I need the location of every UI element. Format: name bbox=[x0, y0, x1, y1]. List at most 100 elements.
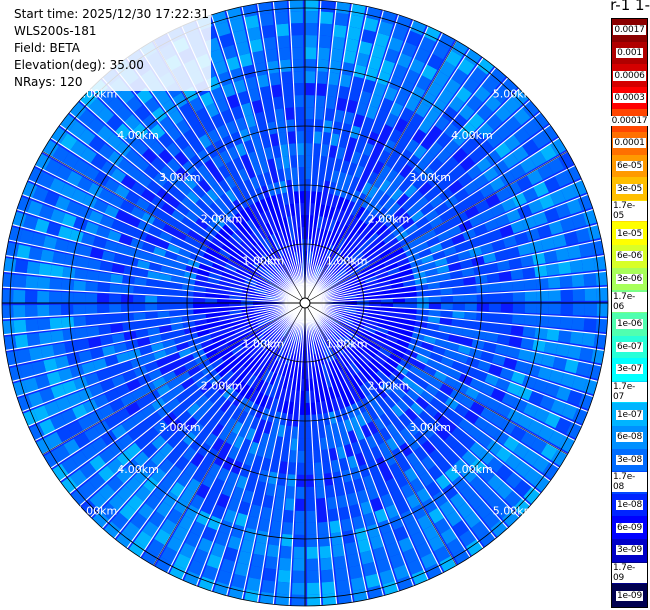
field-cell bbox=[54, 195, 71, 212]
field-cell bbox=[350, 76, 364, 91]
field-cell bbox=[181, 397, 195, 411]
ray-line bbox=[304, 286, 608, 304]
field-cell bbox=[488, 303, 501, 312]
field-cell bbox=[74, 268, 88, 280]
field-cell bbox=[459, 155, 475, 171]
field-cell bbox=[213, 258, 227, 268]
field-cell bbox=[121, 313, 134, 323]
field-cell bbox=[387, 330, 401, 339]
field-cell bbox=[224, 240, 237, 252]
field-cell bbox=[186, 190, 200, 204]
field-cell bbox=[522, 100, 540, 118]
field-cell bbox=[412, 175, 426, 189]
field-cell bbox=[466, 94, 483, 112]
field-cell bbox=[135, 268, 149, 278]
field-cell bbox=[374, 267, 387, 276]
field-cell bbox=[251, 348, 263, 360]
field-cell bbox=[197, 329, 210, 338]
field-cell bbox=[238, 53, 253, 68]
field-cell bbox=[157, 311, 170, 319]
field-cell bbox=[373, 431, 385, 445]
field-cell bbox=[25, 305, 38, 318]
field-cell bbox=[517, 243, 532, 256]
field-cell bbox=[214, 233, 227, 245]
field-cell bbox=[406, 421, 421, 436]
field-cell bbox=[73, 316, 87, 328]
field-cell bbox=[489, 176, 506, 192]
field-cell bbox=[511, 371, 526, 385]
field-cell bbox=[571, 375, 588, 392]
field-cell bbox=[361, 181, 373, 196]
field-cell bbox=[205, 298, 218, 303]
field-cell bbox=[259, 211, 269, 225]
field-cell bbox=[414, 430, 429, 446]
colorbar-tick-label: 3e-06 bbox=[616, 274, 643, 284]
field-cell bbox=[376, 482, 390, 497]
field-cell bbox=[370, 259, 384, 268]
field-cell bbox=[281, 338, 289, 351]
field-cell bbox=[486, 131, 503, 149]
field-cell bbox=[440, 356, 455, 367]
field-cell bbox=[558, 329, 572, 343]
field-cell bbox=[365, 156, 377, 171]
field-cell bbox=[204, 144, 218, 159]
field-cell bbox=[218, 179, 231, 193]
field-cell bbox=[379, 164, 392, 179]
field-cell bbox=[328, 386, 336, 400]
field-cell bbox=[485, 397, 501, 412]
ray-line bbox=[304, 239, 602, 304]
colorbar-tick-label: 6e-07 bbox=[616, 341, 643, 352]
field-cell bbox=[61, 476, 79, 494]
field-cell bbox=[115, 243, 130, 256]
field-cell bbox=[332, 372, 341, 385]
field-cell bbox=[366, 283, 380, 290]
field-cell bbox=[151, 106, 168, 123]
ray-line bbox=[288, 302, 306, 606]
ray-line bbox=[5, 302, 306, 351]
field-cell bbox=[240, 539, 255, 554]
field-cell bbox=[85, 304, 98, 315]
ray-line bbox=[304, 137, 560, 304]
field-cell bbox=[429, 194, 444, 208]
field-cell bbox=[469, 189, 485, 204]
colorbar-tick-label: 0.0017 bbox=[613, 25, 646, 36]
ray-line bbox=[139, 302, 306, 558]
field-cell bbox=[264, 328, 276, 338]
field-cell bbox=[220, 323, 233, 331]
field-cell bbox=[409, 112, 424, 128]
field-cell bbox=[344, 443, 355, 458]
field-cell bbox=[305, 71, 316, 84]
field-cell bbox=[289, 450, 298, 463]
field-cell bbox=[231, 574, 247, 589]
field-cell bbox=[409, 58, 425, 75]
field-cell bbox=[372, 263, 386, 272]
field-cell bbox=[313, 239, 318, 253]
field-cell bbox=[371, 219, 384, 232]
field-cell bbox=[468, 112, 485, 130]
field-cell bbox=[404, 69, 420, 85]
ray-line bbox=[304, 302, 583, 427]
field-cell bbox=[101, 345, 116, 357]
field-cell bbox=[396, 193, 409, 207]
field-cell bbox=[331, 459, 341, 473]
field-cell bbox=[542, 462, 560, 480]
field-cell bbox=[415, 396, 430, 410]
ray-line bbox=[304, 270, 607, 304]
ray-line bbox=[69, 111, 306, 304]
field-cell bbox=[358, 153, 369, 168]
field-cell bbox=[379, 178, 392, 193]
field-cell bbox=[201, 399, 214, 413]
field-cell bbox=[208, 242, 221, 253]
field-cell bbox=[399, 442, 414, 457]
field-cell bbox=[355, 206, 366, 219]
field-cell bbox=[323, 322, 334, 333]
field-cell bbox=[535, 277, 549, 290]
field-cell bbox=[435, 390, 450, 404]
field-cell bbox=[141, 114, 158, 131]
field-cell bbox=[520, 254, 534, 267]
field-cell bbox=[397, 381, 411, 394]
field-cell bbox=[314, 107, 325, 120]
field-cell bbox=[531, 252, 546, 265]
field-cell bbox=[312, 155, 320, 168]
field-cell bbox=[133, 365, 148, 378]
